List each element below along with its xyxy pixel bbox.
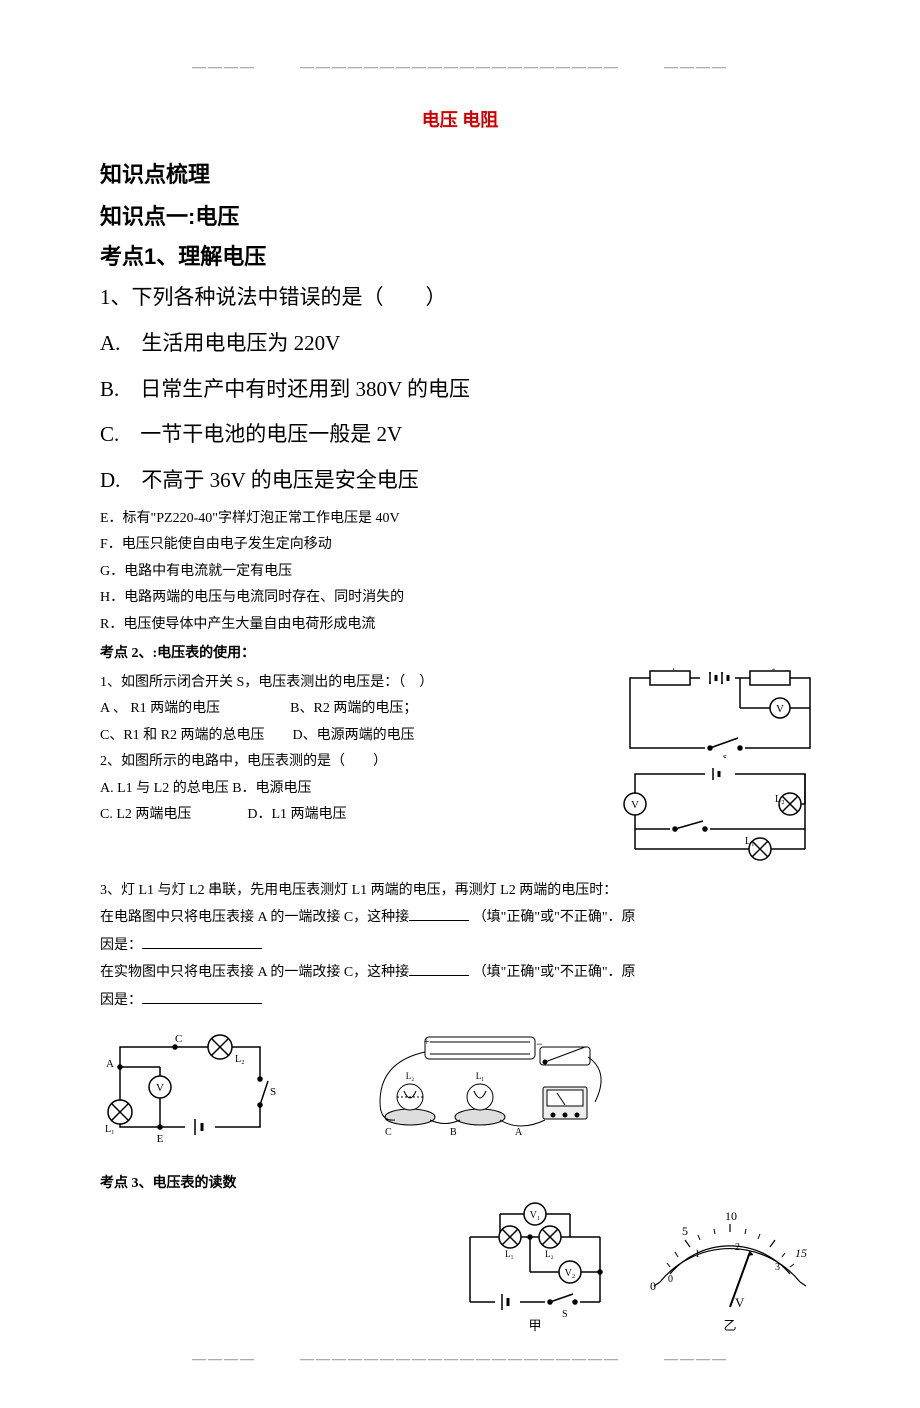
svg-text:V: V: [631, 799, 639, 811]
svg-text:R₁: R₁: [664, 668, 675, 671]
q1-stem: 1、下列各种说法中错误的是（ ）: [100, 279, 820, 317]
q1-option-e: E．标有"PZ220-40"字样灯泡正常工作电压是 40V: [100, 508, 820, 530]
circuit-jia-icon: V₁ L₁ L₂ V₂: [450, 1202, 620, 1332]
svg-text:1: 1: [695, 1249, 700, 1260]
heading-kaodian1: 考点1、理解电压: [100, 239, 820, 271]
svg-text:A: A: [515, 1127, 523, 1138]
footer-rule: ———— ———————————————————— ————: [100, 1352, 820, 1368]
heading-kaodian2: 考点 2、:电压表的使用：: [100, 642, 820, 662]
svg-text:A: A: [106, 1058, 114, 1070]
svg-text:S: S: [562, 1309, 568, 1320]
q2-text-col: 1、如图所示闭合开关 S，电压表测出的电压是：（ ） A 、 R1 两端的电压 …: [100, 668, 600, 830]
q2-1-stem: 1、如图所示闭合开关 S，电压表测出的电压是：（ ）: [100, 672, 600, 694]
svg-text:L₂: L₂: [545, 1249, 554, 1259]
svg-text:2: 2: [735, 1242, 740, 1253]
svg-text:L₁: L₁: [476, 1071, 485, 1081]
q2-2-cd: C. L2 两端电压 D．L1 两端电压: [100, 804, 600, 826]
q1-option-h: H．电路两端的电压与电流同时存在、同时消失的: [100, 587, 820, 609]
q2-2-stem: 2、如图所示的电路中，电压表测的是（ ）: [100, 751, 600, 773]
q1-option-b: B. 日常生产中有时还用到 380V 的电压: [100, 371, 820, 409]
q3-l1c: 因是：: [100, 938, 142, 953]
svg-text:B: B: [450, 1127, 457, 1138]
svg-text:5: 5: [682, 1224, 688, 1238]
svg-text:R₂: R₂: [764, 668, 775, 671]
svg-text:V₂: V₂: [565, 1268, 576, 1279]
q3-l2b: （填"正确"或"不正确"．原: [473, 965, 636, 980]
blank-1[interactable]: [409, 906, 469, 921]
svg-text:L₁: L₁: [745, 836, 755, 847]
q2-fig-col: R₁ R₂ V: [620, 668, 820, 864]
q3-l1a: 在电路图中只将电压表接 A 的一端改接 C，这种接: [100, 910, 409, 925]
circuit-r1r2-icon: R₁ R₂ V: [620, 668, 820, 758]
svg-text:V₁: V₁: [530, 1210, 541, 1221]
q1-option-d: D. 不高于 36V 的电压是安全电压: [100, 462, 820, 500]
svg-text:0: 0: [650, 1279, 656, 1293]
q3-l2a: 在实物图中只将电压表接 A 的一端改接 C，这种接: [100, 965, 409, 980]
meter-yi-icon: 0 5 10 15 0 1 2 3 V 乙: [640, 1202, 820, 1332]
q3-figures: C L₂ S L₁ A: [100, 1027, 820, 1147]
q3-line2: 在实物图中只将电压表接 A 的一端改接 C，这种接 （填"正确"或"不正确"．原: [100, 961, 820, 984]
heading-kaodian3: 考点 3、电压表的读数: [100, 1172, 820, 1192]
q2-1-ab: A 、 R1 两端的电压 B、R2 两端的电压；: [100, 698, 600, 720]
svg-text:L₂: L₂: [406, 1071, 415, 1081]
svg-text:L₂: L₂: [775, 794, 785, 805]
q2-2-ab: A. L1 与 L2 的总电压 B．电源电压: [100, 778, 600, 800]
q3-stem: 3、灯 L1 与灯 L2 串联，先用电压表测灯 L1 两端的电压，再测灯 L2 …: [100, 880, 820, 902]
title-red: 电压 电阻: [100, 106, 820, 132]
physical-circuit-icon: + − L₂: [340, 1032, 620, 1142]
heading-shuli: 知识点梳理: [100, 157, 820, 189]
q1-option-a: A. 生活用电电压为 220V: [100, 325, 820, 363]
svg-text:L₂: L₂: [235, 1054, 245, 1065]
svg-text:L₁: L₁: [505, 1249, 514, 1259]
svg-text:V: V: [735, 1295, 745, 1310]
q1-option-g: G．电路中有电流就一定有电压: [100, 561, 820, 583]
svg-text:s: s: [723, 752, 727, 758]
svg-text:甲: 甲: [528, 1318, 541, 1332]
svg-text:E: E: [157, 1133, 164, 1145]
svg-text:V: V: [156, 1082, 164, 1094]
circuit-abc-icon: C L₂ S L₁ A: [100, 1027, 280, 1147]
svg-text:V: V: [776, 703, 784, 715]
q3-line1: 在电路图中只将电压表接 A 的一端改接 C，这种接 （填"正确"或"不正确"．原: [100, 906, 820, 929]
q1-option-f: F．电压只能使自由电子发生定向移动: [100, 534, 820, 556]
svg-text:S: S: [270, 1086, 276, 1098]
q3-l2c: 因是：: [100, 993, 142, 1008]
blank-2[interactable]: [142, 934, 262, 949]
q1-option-c: C. 一节干电池的电压一般是 2V: [100, 416, 820, 454]
header-rule: ———— ———————————————————— ————: [100, 60, 820, 76]
q3-line2-reason: 因是：: [100, 989, 820, 1012]
svg-text:10: 10: [725, 1209, 737, 1223]
q3-l1b: （填"正确"或"不正确"．原: [473, 910, 636, 925]
svg-text:−: −: [536, 1037, 543, 1051]
svg-text:C: C: [385, 1127, 392, 1138]
q2-1-cd: C、R1 和 R2 两端的总电压 D、电源两端的电压: [100, 725, 600, 747]
svg-text:乙: 乙: [723, 1318, 736, 1332]
blank-3[interactable]: [409, 961, 469, 976]
bottom-figures: V₁ L₁ L₂ V₂: [100, 1202, 820, 1332]
q3-line1-reason: 因是：: [100, 934, 820, 957]
heading-point1: 知识点一:电压: [100, 199, 820, 231]
blank-4[interactable]: [142, 989, 262, 1004]
svg-text:+: +: [424, 1037, 430, 1048]
svg-text:3: 3: [775, 1262, 780, 1273]
svg-text:15: 15: [795, 1246, 807, 1260]
q2-row: 1、如图所示闭合开关 S，电压表测出的电压是：（ ） A 、 R1 两端的电压 …: [100, 668, 820, 864]
svg-text:0: 0: [668, 1274, 673, 1285]
svg-text:C: C: [175, 1033, 182, 1045]
page: ———— ———————————————————— ———— 电压 电阻 知识点…: [0, 0, 920, 1408]
svg-text:L₁: L₁: [105, 1124, 115, 1135]
circuit-l1l2-icon: V L₂ L₁: [620, 764, 820, 864]
q1-option-r: R．电压使导体中产生大量自由电荷形成电流: [100, 614, 820, 636]
